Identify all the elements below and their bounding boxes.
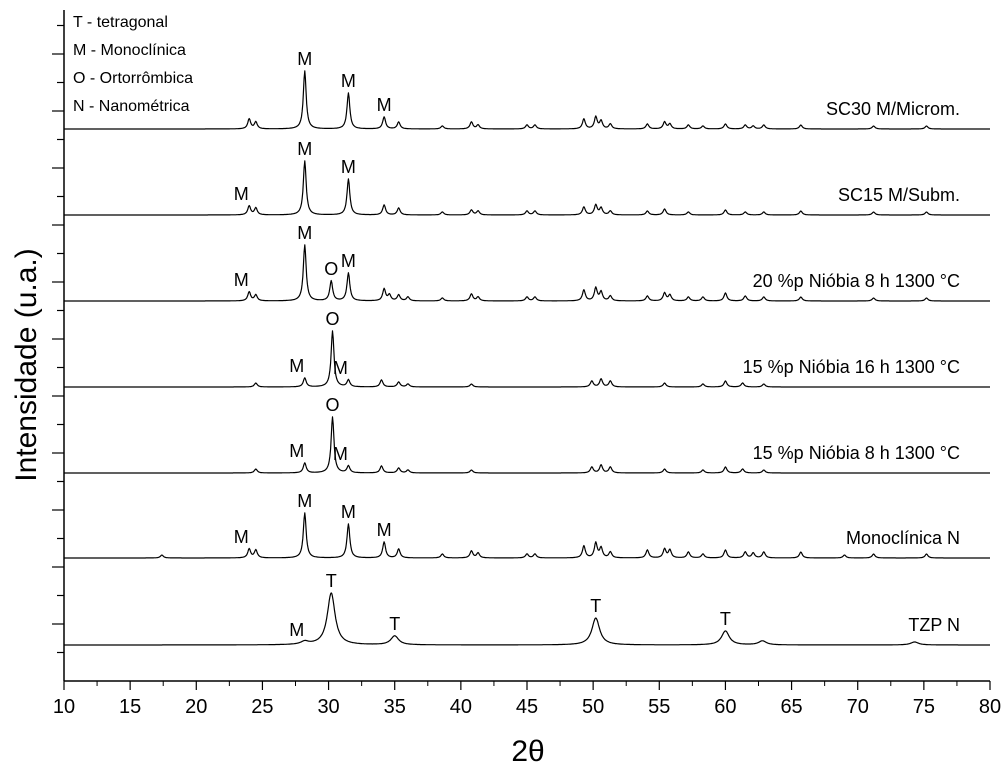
peak-label: M: [377, 95, 392, 115]
peak-label: M: [297, 491, 312, 511]
x-tick-label: 25: [251, 696, 273, 718]
peak-label: M: [234, 184, 249, 204]
peak-label: M: [341, 157, 356, 177]
peak-label: M: [333, 358, 348, 378]
x-tick-label: 50: [582, 696, 604, 718]
x-tick-label: 75: [913, 696, 935, 718]
x-tick-label: 30: [317, 696, 339, 718]
peak-label: M: [289, 356, 304, 376]
series-trace: [64, 160, 990, 216]
x-tick-label: 80: [979, 696, 1001, 718]
x-tick-label: 40: [450, 696, 472, 718]
series-trace: [64, 512, 990, 559]
x-tick-label: 15: [119, 696, 141, 718]
x-tick-label: 70: [847, 696, 869, 718]
peak-label: M: [297, 139, 312, 159]
series-label: 15 %p Nióbia 8 h 1300 °C: [753, 443, 960, 463]
peak-label: T: [720, 609, 731, 629]
peak-label: T: [590, 596, 601, 616]
peak-label: M: [377, 520, 392, 540]
series-trace: [64, 244, 990, 302]
series-trace: [64, 416, 990, 474]
legend-item: O - Ortorrômbica: [73, 70, 193, 87]
series-trace: [64, 70, 990, 130]
peak-label: M: [289, 441, 304, 461]
x-tick-label: 60: [714, 696, 736, 718]
x-tick-label: 65: [780, 696, 802, 718]
series-label: 20 %p Nióbia 8 h 1300 °C: [753, 271, 960, 291]
series-label: 15 %p Nióbia 16 h 1300 °C: [743, 357, 960, 377]
peak-label: O: [324, 259, 338, 279]
peak-label: M: [289, 620, 304, 640]
plot-area: 10 15 20 25 30 35 40 45 50 55 60 65 70 75 80 SC30 M/Mic…: [52, 10, 1001, 718]
series-label: Monoclínica N: [846, 528, 960, 548]
peak-label: M: [341, 502, 356, 522]
x-tick-label: 10: [53, 696, 75, 718]
x-axis-title: 2θ: [511, 735, 544, 768]
peak-label: O: [326, 395, 340, 415]
series-label: SC30 M/Microm.: [826, 99, 960, 119]
series-trace: [64, 330, 990, 388]
legend-item: M - Monoclínica: [73, 42, 186, 59]
x-tick-label: 20: [185, 696, 207, 718]
peak-label: M: [333, 444, 348, 464]
x-tick-label: 35: [384, 696, 406, 718]
series-label: TZP N: [908, 615, 960, 635]
peak-label: M: [341, 71, 356, 91]
peak-label: M: [234, 527, 249, 547]
peak-label: T: [326, 571, 337, 591]
x-tick-label: 55: [648, 696, 670, 718]
series-label: SC15 M/Subm.: [838, 185, 960, 205]
legend-item: N - Nanométrica: [73, 98, 190, 115]
peak-label: M: [341, 251, 356, 271]
y-axis-title: Intensidade (u.a.): [10, 248, 43, 481]
peak-label: O: [326, 309, 340, 329]
series-trace: [64, 592, 990, 646]
legend: T - tetragonal M - Monoclínica O - Ortorrô…: [73, 14, 193, 115]
peak-label: T: [389, 614, 400, 634]
x-tick-label: 45: [516, 696, 538, 718]
peak-label: M: [297, 49, 312, 69]
peak-label: M: [297, 223, 312, 243]
peak-label: M: [234, 270, 249, 290]
legend-item: T - tetragonal: [73, 14, 168, 31]
